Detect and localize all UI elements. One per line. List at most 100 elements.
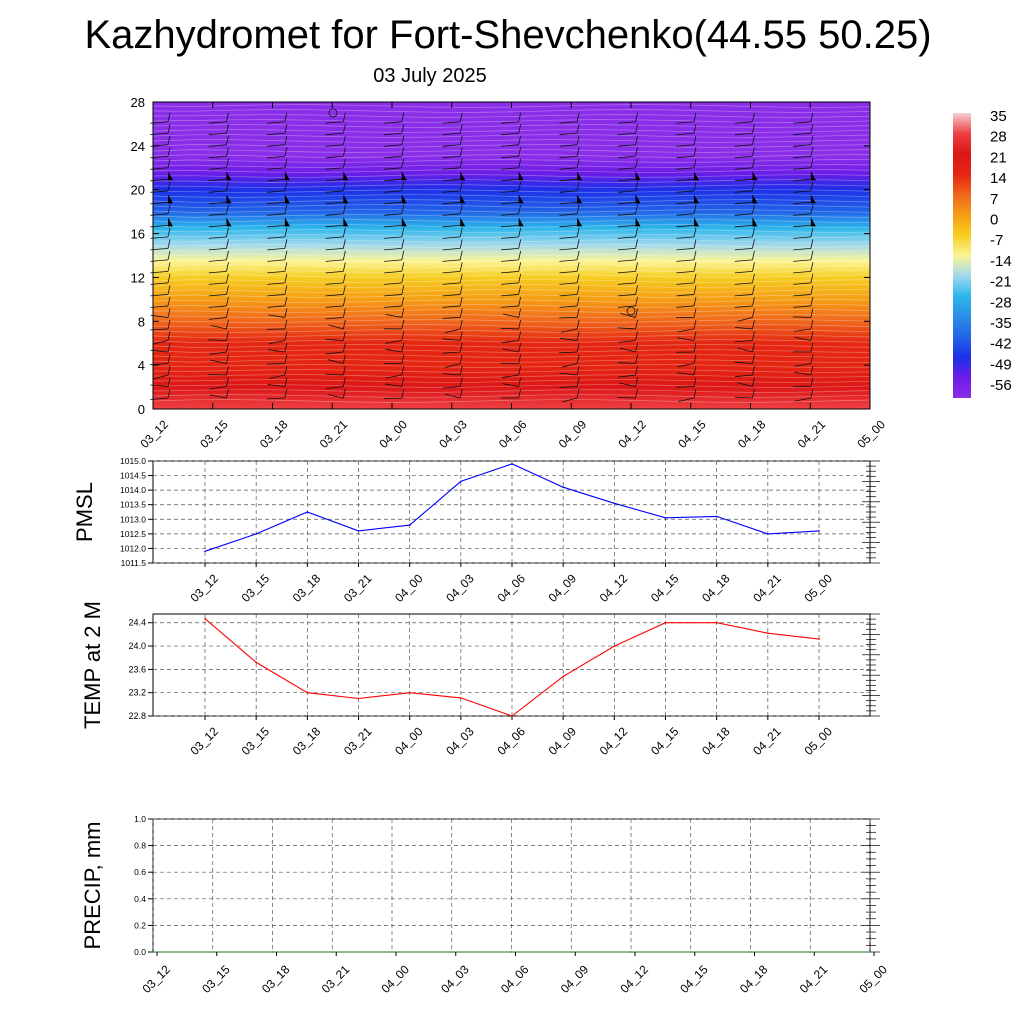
wind-barb-feather xyxy=(518,112,522,122)
data-point xyxy=(271,951,274,953)
wind-barb xyxy=(617,362,636,364)
x-tick-label: 05_00 xyxy=(856,962,890,996)
x-tick-label: 04_06 xyxy=(498,962,532,996)
contour-line xyxy=(152,274,874,278)
wind-barb xyxy=(208,247,227,251)
y-tick-label: 16 xyxy=(131,227,145,242)
wind-barb xyxy=(325,224,344,228)
contour-line xyxy=(152,269,874,273)
wind-barb-feather xyxy=(693,239,697,249)
wind-barb-feather xyxy=(226,342,229,353)
wind-barb-pennant xyxy=(226,194,232,204)
wind-barb xyxy=(677,328,695,333)
y-tick-label: 1012.5 xyxy=(120,529,146,539)
wind-barb-feather xyxy=(284,319,288,330)
wind-barb-feather xyxy=(752,227,755,237)
wind-barb xyxy=(734,294,753,297)
wind-barb-feather xyxy=(167,227,171,237)
wind-barb-feather xyxy=(226,239,229,249)
wind-barb-feather xyxy=(284,388,288,399)
wind-barb xyxy=(501,213,519,216)
wind-barb xyxy=(209,386,227,390)
wind-barb xyxy=(502,348,519,353)
wind-barb xyxy=(502,383,519,387)
contour-line xyxy=(152,184,874,188)
wind-barb xyxy=(501,144,519,147)
wind-barb xyxy=(559,201,578,205)
wind-barb xyxy=(620,347,636,353)
x-tick-label: 04_00 xyxy=(392,571,426,605)
data-point xyxy=(306,691,309,694)
wind-barb-feather xyxy=(459,377,463,387)
contour-line xyxy=(152,364,874,368)
x-tick-label: 04_00 xyxy=(392,724,426,758)
wind-barb-feather xyxy=(284,112,288,122)
y-tick-label: 1011.5 xyxy=(121,558,147,568)
wind-barb-feather xyxy=(693,273,697,283)
wind-barb-feather xyxy=(342,377,346,387)
data-point xyxy=(204,550,206,553)
wind-barb-feather xyxy=(518,354,522,364)
wind-barb-feather xyxy=(459,147,463,157)
x-tick-label: 04_06 xyxy=(496,417,530,451)
wind-barb xyxy=(617,247,636,251)
wind-barb-feather xyxy=(576,377,580,387)
colorbar-label: 7 xyxy=(990,191,998,208)
wind-barb xyxy=(618,374,636,378)
wind-barb xyxy=(442,373,461,376)
temp-chart: 22.8 23.2 23.6 24.0 24.4 03_12 03_15 03_18 03_21… xyxy=(80,601,880,758)
wind-barb xyxy=(617,190,636,193)
wind-barb xyxy=(267,397,285,400)
x-tick-label: 04_12 xyxy=(597,724,631,758)
wind-barb-feather xyxy=(342,319,346,330)
wind-barb xyxy=(385,374,402,379)
wind-barb xyxy=(676,270,695,274)
wind-barb xyxy=(617,178,636,182)
wind-barb-feather xyxy=(518,377,522,387)
wind-barb xyxy=(676,190,695,193)
wind-barb-feather xyxy=(284,285,288,295)
wind-barb xyxy=(793,155,811,159)
wind-barb xyxy=(385,340,402,344)
wind-barb xyxy=(559,305,578,308)
wind-barb xyxy=(737,347,753,353)
wind-barb-feather xyxy=(226,204,229,214)
wind-barb xyxy=(325,144,344,147)
wind-barb-feather xyxy=(459,135,463,145)
data-point xyxy=(408,691,411,694)
wind-barb-feather xyxy=(518,262,522,272)
y-tick-label: 0 xyxy=(138,402,145,417)
data-point xyxy=(391,951,393,953)
wind-barb xyxy=(444,393,461,399)
wind-barb-feather xyxy=(226,285,229,295)
wind-barb-feather xyxy=(810,285,814,295)
wind-barb xyxy=(559,351,578,354)
x-tick-label: 04_06 xyxy=(494,571,528,605)
wind-barb-feather xyxy=(752,135,755,145)
wind-barb xyxy=(267,270,285,274)
wind-barb xyxy=(501,259,519,262)
wind-barb xyxy=(793,328,811,332)
x-tick-label: 04_21 xyxy=(795,417,829,451)
wind-barb xyxy=(208,282,227,285)
wind-barb xyxy=(501,201,519,205)
wind-barb xyxy=(384,178,402,182)
wind-barb xyxy=(794,336,811,341)
wind-barb xyxy=(676,155,695,159)
wind-barb-feather xyxy=(226,331,229,341)
wind-barb xyxy=(737,382,753,387)
wind-barb-feather xyxy=(693,250,697,260)
page-subtitle: 03 July 2025 xyxy=(373,65,487,87)
wind-barb-feather xyxy=(635,296,638,307)
wind-barb xyxy=(734,340,753,343)
wind-barb xyxy=(734,282,753,285)
wind-barb-feather xyxy=(284,158,288,168)
wind-barb-feather xyxy=(284,147,288,157)
x-tick-label: 04_03 xyxy=(443,571,477,605)
contour-line xyxy=(152,229,874,233)
wind-barb xyxy=(442,259,461,262)
wind-barb xyxy=(794,371,811,376)
wind-barb-feather xyxy=(342,296,346,307)
plot-frame xyxy=(152,460,871,564)
wind-barb-feather xyxy=(459,112,463,122)
